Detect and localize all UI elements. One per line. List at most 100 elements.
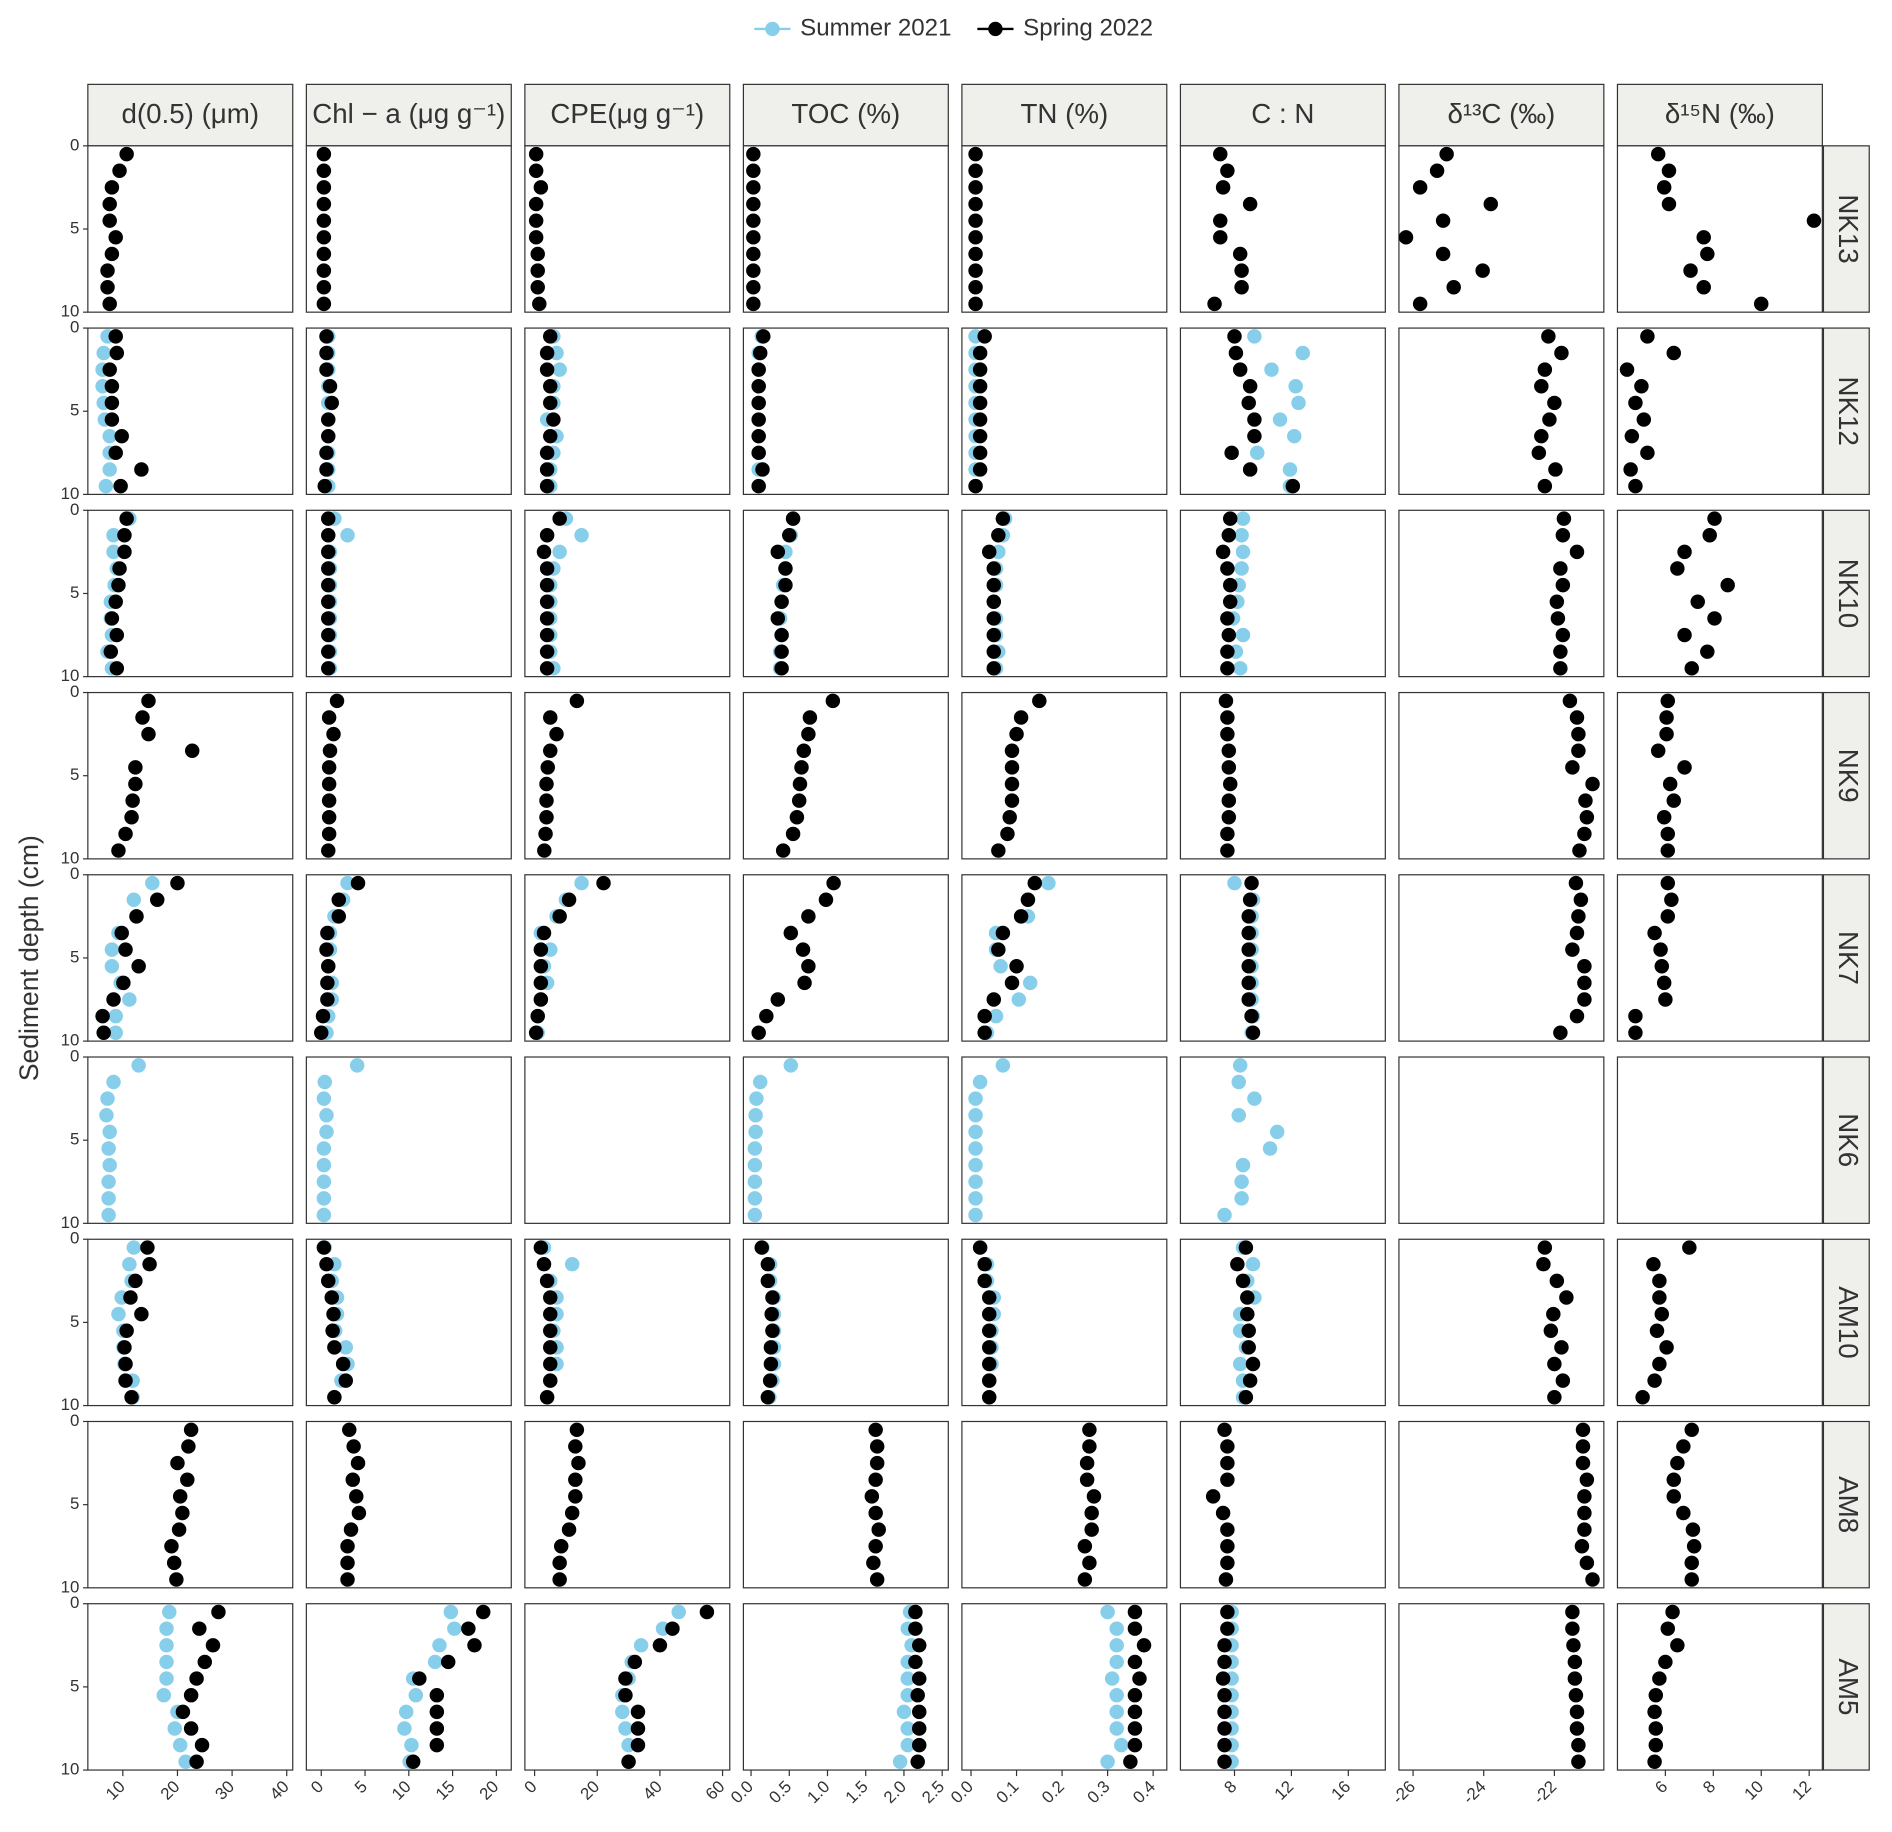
data-point <box>1013 710 1029 725</box>
x-tick-label: 10 <box>388 1777 415 1804</box>
data-point <box>1238 1240 1254 1255</box>
panel <box>1179 509 1386 678</box>
panel <box>961 1056 1168 1224</box>
data-point <box>319 329 334 344</box>
data-point <box>993 959 1008 974</box>
data-point <box>1287 428 1302 444</box>
data-point <box>316 1174 332 1189</box>
data-point <box>908 1604 923 1620</box>
data-point <box>1109 1638 1124 1653</box>
data-point <box>184 743 200 758</box>
y-tick-label: 5 <box>70 765 79 784</box>
data-point <box>1109 1721 1124 1736</box>
data-point <box>321 644 336 659</box>
data-point <box>1250 445 1265 461</box>
data-point <box>1220 726 1235 742</box>
data-point <box>102 362 117 377</box>
data-point <box>96 1025 111 1041</box>
data-point <box>1572 843 1587 858</box>
data-point <box>140 1240 155 1255</box>
data-point <box>322 743 338 758</box>
panel <box>1616 691 1823 860</box>
x-tick-label: 12 <box>1271 1777 1298 1804</box>
data-point <box>1022 975 1038 991</box>
data-point <box>117 1340 132 1355</box>
data-point <box>1652 1671 1667 1686</box>
data-point <box>1577 826 1592 842</box>
data-point <box>321 810 337 825</box>
data-point <box>1575 1439 1591 1454</box>
data-point <box>528 230 544 245</box>
data-point <box>101 1207 116 1223</box>
data-point <box>746 296 761 312</box>
data-point <box>1550 611 1566 626</box>
data-point <box>553 1539 569 1554</box>
x-tick-label: 40 <box>639 1777 666 1804</box>
data-point <box>751 445 766 461</box>
data-point <box>1806 213 1822 228</box>
data-point <box>1628 1025 1643 1041</box>
data-point <box>866 1555 881 1571</box>
data-point <box>129 909 144 924</box>
panel <box>1616 327 1823 496</box>
legend-label: Spring 2022 <box>1023 14 1153 41</box>
data-point <box>968 230 983 245</box>
y-tick-label: 10 <box>61 484 80 503</box>
data-point <box>1542 412 1557 427</box>
data-point <box>530 1008 545 1024</box>
data-point <box>528 196 544 212</box>
data-point <box>968 296 983 312</box>
data-point <box>1241 992 1256 1007</box>
data-point <box>1295 345 1311 361</box>
data-point <box>633 1638 649 1653</box>
data-point <box>476 1604 491 1620</box>
data-point <box>1565 942 1580 957</box>
data-point <box>1577 975 1592 991</box>
data-point <box>1661 196 1677 212</box>
facet-strip-label: AM5 <box>1833 1658 1864 1715</box>
data-point <box>972 1240 988 1255</box>
data-point <box>1475 263 1490 278</box>
data-point <box>864 1489 880 1504</box>
y-tick-label: 0 <box>70 1593 79 1612</box>
data-point <box>543 710 558 725</box>
panel <box>1398 1420 1605 1589</box>
data-point <box>1660 1621 1676 1636</box>
y-tick-label: 10 <box>61 1031 80 1050</box>
panel <box>1398 874 1605 1042</box>
data-point <box>1247 329 1262 344</box>
data-point <box>104 180 120 195</box>
data-point <box>1218 1572 1234 1587</box>
data-point <box>102 462 117 477</box>
data-point <box>751 362 766 377</box>
data-point <box>338 1373 354 1388</box>
panel <box>742 691 949 860</box>
data-point <box>801 909 816 924</box>
data-point <box>183 1721 199 1736</box>
data-point <box>1435 246 1451 262</box>
data-point <box>1222 594 1238 610</box>
data-point <box>1215 1671 1231 1686</box>
data-point <box>1585 776 1600 792</box>
data-point <box>574 528 589 543</box>
panel <box>961 327 1168 496</box>
data-point <box>1537 1240 1553 1255</box>
panel <box>87 1056 294 1224</box>
data-point <box>1282 462 1298 477</box>
x-tick-label: 8 <box>1699 1777 1719 1797</box>
data-point <box>618 1721 633 1736</box>
data-point <box>211 1604 226 1620</box>
data-point <box>180 1472 195 1487</box>
data-point <box>747 1174 763 1189</box>
data-point <box>1635 1390 1650 1405</box>
data-point <box>1242 892 1258 907</box>
data-point <box>770 992 786 1007</box>
data-point <box>322 379 338 394</box>
data-point <box>1220 1472 1235 1487</box>
data-point <box>1220 661 1235 676</box>
data-point <box>1235 1157 1251 1173</box>
data-point <box>102 428 117 444</box>
data-point <box>178 1754 193 1769</box>
panel <box>1616 1603 1823 1771</box>
data-point <box>159 1621 174 1636</box>
